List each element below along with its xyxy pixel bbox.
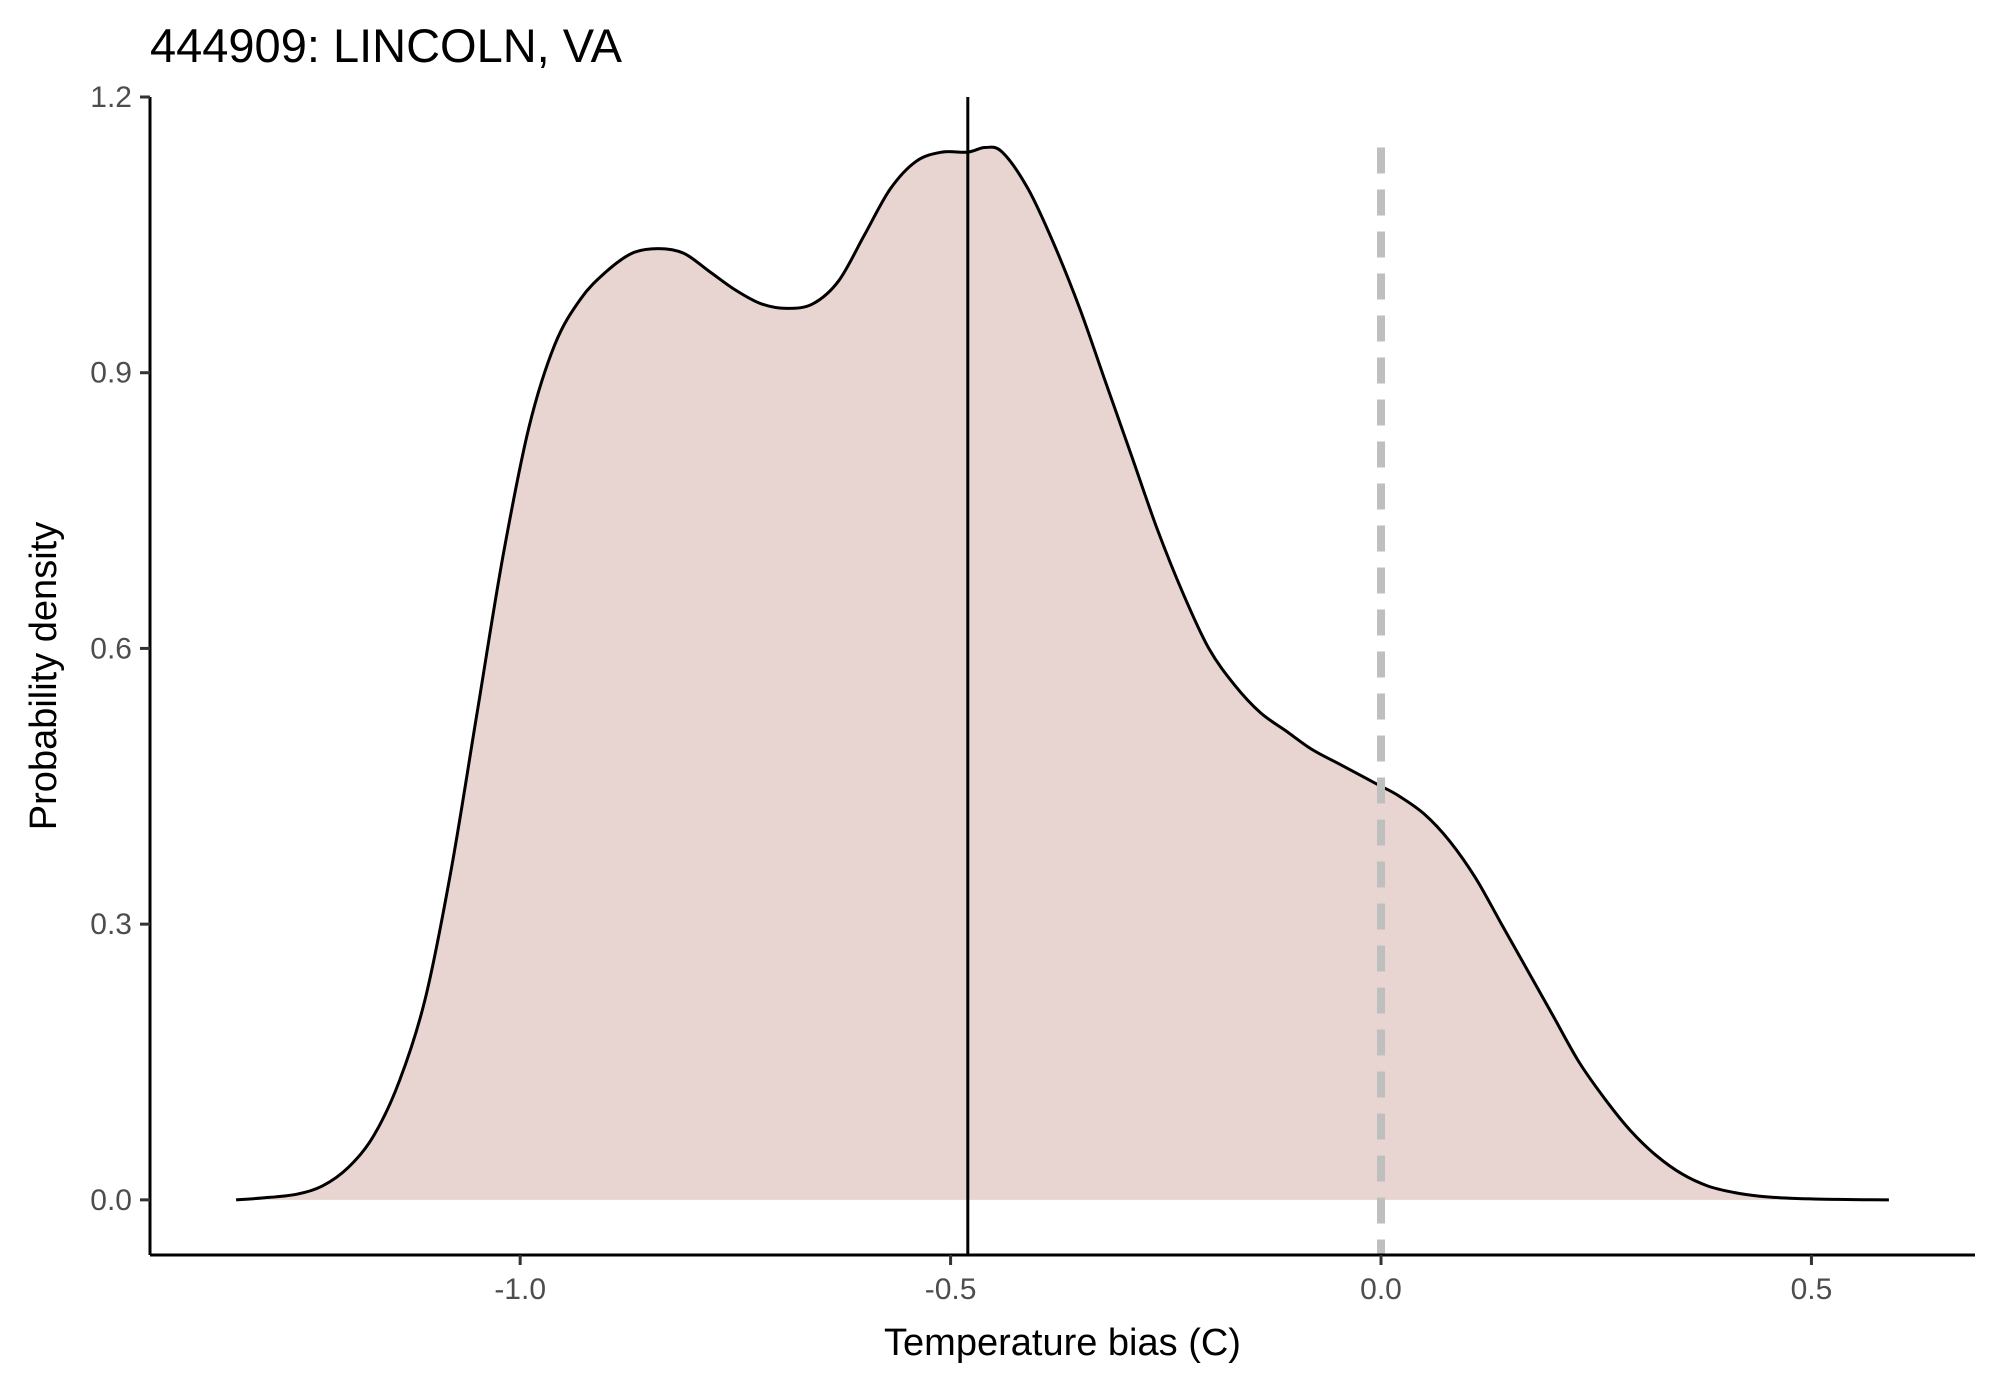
x-tick-label: 0.0 — [1360, 1273, 1402, 1306]
y-tick-label: 0.3 — [90, 908, 132, 941]
y-axis-ticks: 0.0 0.3 0.6 0.9 1.2 — [90, 81, 150, 1217]
y-tick-label: 0.9 — [90, 357, 132, 390]
x-tick-label: -1.0 — [494, 1273, 546, 1306]
y-tick-label: 0.6 — [90, 632, 132, 665]
density-area — [236, 147, 1889, 1200]
x-axis-ticks: -1.0 -0.5 0.0 0.5 — [494, 1255, 1832, 1306]
x-axis-title: Temperature bias (C) — [884, 1322, 1241, 1364]
x-tick-label: 0.5 — [1791, 1273, 1833, 1306]
y-tick-label: 1.2 — [90, 81, 132, 114]
chart-title: 444909: LINCOLN, VA — [150, 19, 623, 72]
y-tick-label: 0.0 — [90, 1184, 132, 1217]
density-curve — [235, 145, 1889, 1202]
plot-area — [235, 97, 1889, 1255]
y-axis-title: Probability density — [23, 522, 65, 830]
x-tick-label: -0.5 — [925, 1273, 977, 1306]
